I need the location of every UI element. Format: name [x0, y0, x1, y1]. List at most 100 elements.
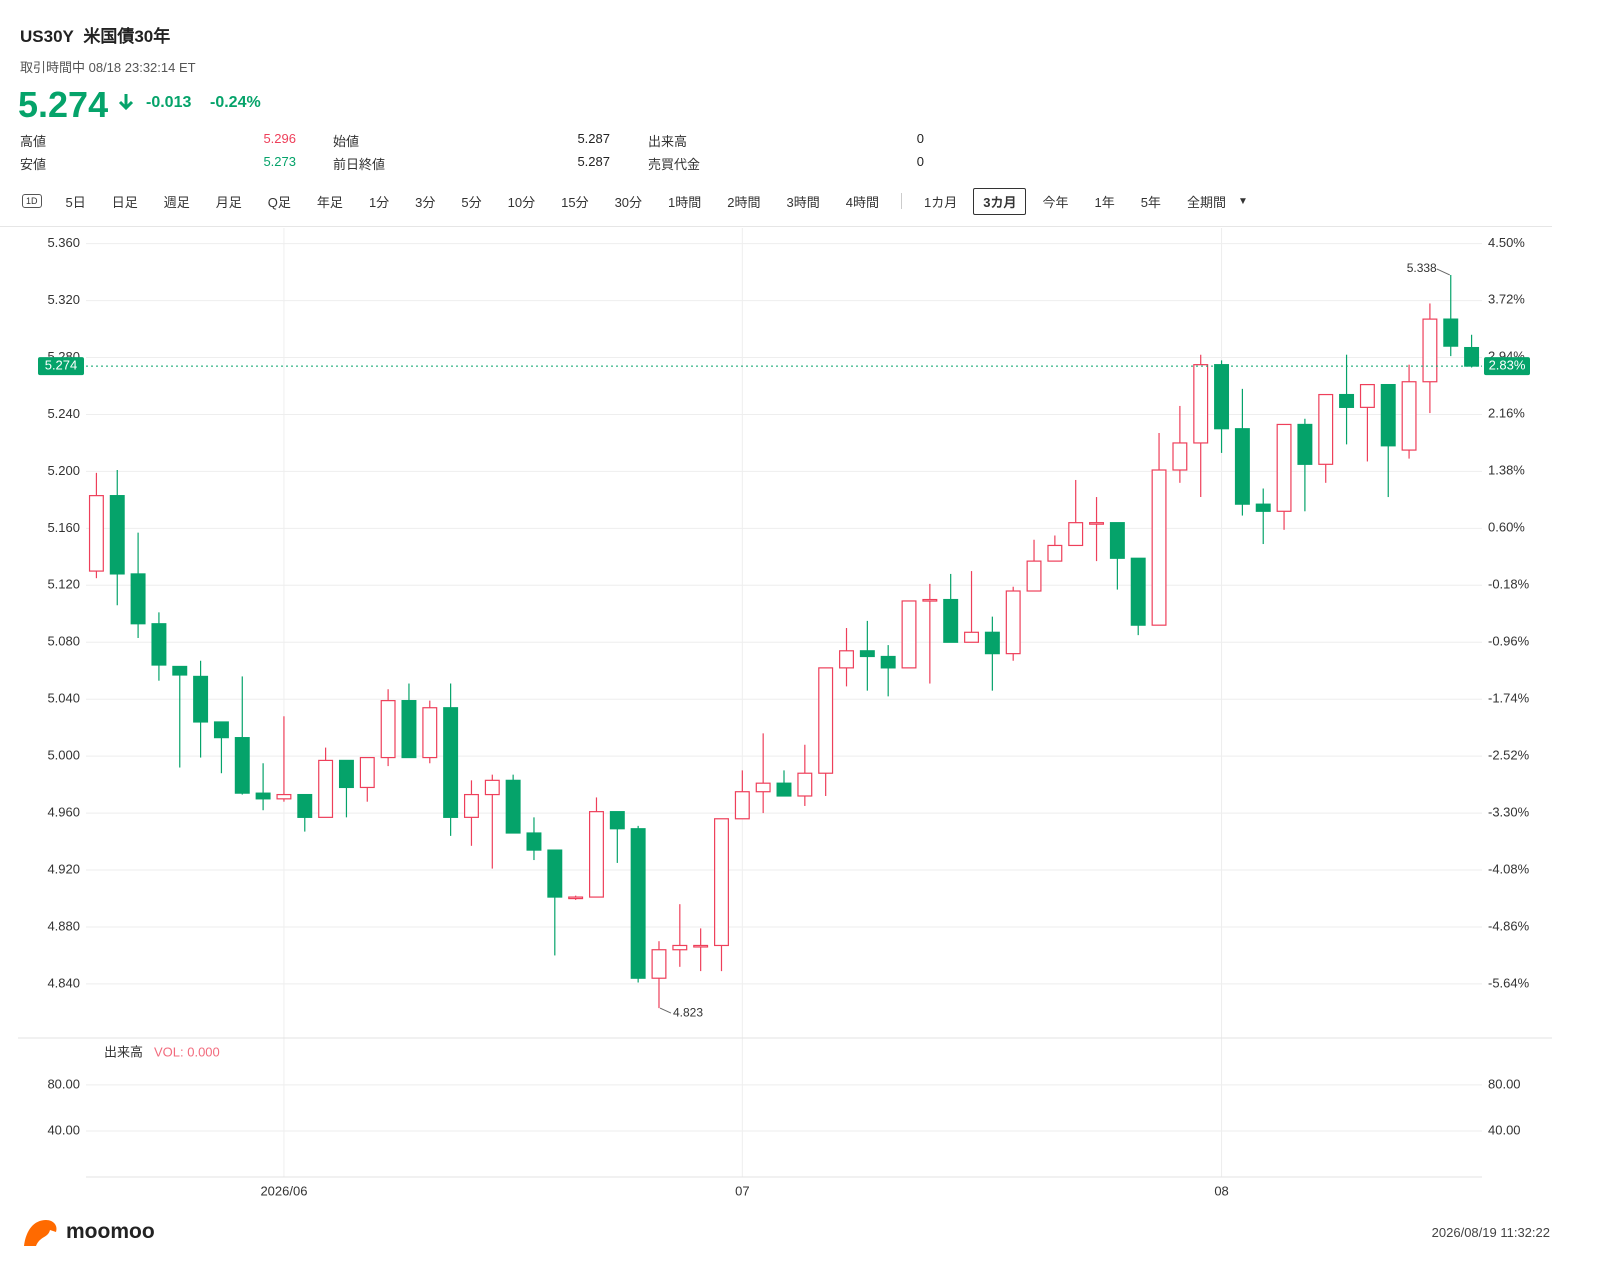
interval-tab[interactable]: 4時間	[845, 194, 879, 210]
high-marker	[1436, 268, 1450, 276]
brand-logo	[24, 1220, 57, 1246]
interval-tab[interactable]: 1分	[368, 194, 390, 210]
stat-value: 0	[916, 131, 924, 146]
candle-body-down	[505, 779, 521, 834]
brand-name: moomoo	[66, 1220, 155, 1243]
interval-tab[interactable]: 3分	[415, 194, 436, 210]
range-tab[interactable]: 5年	[1140, 194, 1161, 210]
candle-body-down	[401, 700, 417, 759]
trading-status: 取引時間中 08/18 23:32:14 ET	[20, 60, 196, 75]
interval-tab[interactable]: 15分	[561, 194, 589, 210]
interval-tab[interactable]: 5日	[65, 194, 86, 210]
candle-body-down	[338, 759, 354, 789]
volume-legend: VOL: 0.000	[154, 1044, 220, 1059]
candle-body-up	[463, 793, 479, 818]
interval-tab[interactable]: 月足	[215, 194, 242, 210]
candle-body-up	[1359, 383, 1375, 408]
candle-body-down	[193, 675, 209, 723]
y2-tick-label: -3.30%	[1488, 804, 1530, 819]
candle-body-up	[1005, 590, 1021, 655]
candle-body-up	[672, 944, 688, 951]
candle-body-down	[984, 631, 1000, 655]
chart: 2026/06 07 085.3605.3205.2805.2405.2005.16…	[18, 228, 1552, 1198]
candle-body-down	[297, 793, 313, 818]
interval-tab[interactable]: 10分	[507, 194, 536, 210]
range-tab[interactable]: 3カ月	[973, 187, 1027, 215]
candle-body-down	[109, 495, 125, 575]
candle-body-up	[797, 772, 813, 797]
candle-body-up	[88, 495, 104, 572]
candle-body-down	[443, 707, 459, 818]
candle-body-down	[880, 655, 896, 669]
price-change-pct: -0.24%	[210, 94, 261, 111]
candle-body-down	[630, 828, 646, 979]
candle-body-up	[1089, 522, 1105, 525]
candle-body-up	[589, 811, 604, 898]
dropdown-caret: ▼	[1237, 195, 1248, 207]
interval-icon[interactable]: 1D	[22, 194, 42, 208]
candle-body-up	[922, 598, 938, 602]
symbol-title: US30Y 米国債30年	[20, 22, 170, 47]
stat-value: 5.296	[263, 131, 296, 146]
candle-body-up	[1151, 469, 1167, 626]
candle-body-up	[359, 756, 375, 789]
candle-body-down	[234, 737, 250, 794]
candle-body-up	[1276, 423, 1292, 512]
last-price-pct-tag	[1484, 357, 1530, 376]
volume-title: 出来高	[104, 1044, 143, 1059]
range-tab[interactable]: 1カ月	[923, 194, 958, 210]
candle-body-up	[901, 600, 917, 669]
y-tick-label: 4.880	[47, 918, 80, 933]
interval-tab[interactable]: 5分	[461, 194, 482, 210]
interval-tab[interactable]: 1時間	[668, 194, 702, 210]
last-price-pct-label: 2.83%	[1489, 358, 1526, 373]
stat-label: 売買代金	[648, 157, 701, 172]
candle-body-up	[276, 793, 292, 800]
candle-body-down	[547, 849, 563, 898]
candle-body-down	[859, 650, 875, 658]
range-tab[interactable]: 今年	[1042, 194, 1069, 210]
candle-body-up	[693, 944, 709, 948]
candle-body-down	[776, 782, 792, 797]
down-arrow-icon	[118, 94, 134, 111]
candle-body-up	[839, 650, 854, 669]
candle-body-up	[568, 896, 584, 900]
candle-body-down	[943, 598, 959, 643]
interval-tab[interactable]: Q足	[267, 194, 291, 210]
y2-tick-label: -0.18%	[1488, 577, 1530, 592]
candle-body-up	[755, 782, 771, 793]
candle-body-down	[255, 792, 271, 800]
toolbar: 1D 5日 日足 週足 月足 Q足 年足 1分 3分 5分 10分 15分 30分 1時間 2時間 3時間 4時…	[20, 187, 1248, 215]
candle-body-down	[1297, 423, 1313, 465]
candle-body-down	[1339, 393, 1355, 408]
interval-tab[interactable]: 30分	[614, 194, 643, 210]
y2-tick-label: 1.38%	[1488, 463, 1525, 478]
separator	[900, 193, 902, 209]
candle-body-down	[1234, 428, 1250, 505]
interval-tab[interactable]: 3時間	[786, 194, 820, 210]
candle-body-up	[818, 667, 834, 774]
interval-tab[interactable]: 週足	[163, 194, 190, 210]
price-change: -0.013	[146, 94, 192, 111]
y2-tick-label: -2.52%	[1488, 748, 1530, 763]
candle-body-up	[484, 779, 500, 796]
y-tick-label: 5.000	[47, 748, 80, 763]
y-tick-label: 5.040	[47, 691, 80, 706]
candle-body-down	[151, 623, 167, 666]
candle-body-up	[1401, 381, 1417, 451]
interval-tab[interactable]: 日足	[111, 194, 138, 210]
interval-tab[interactable]: 2時間	[727, 194, 761, 210]
y-tick-label: 40.00	[47, 1122, 80, 1137]
instrument-name: 米国債30年	[83, 27, 171, 46]
y-tick-label: 5.080	[47, 634, 80, 649]
range-tab[interactable]: 1年	[1094, 194, 1115, 210]
y-tick-label: 80.00	[47, 1076, 80, 1091]
last-price-label: 5.274	[45, 358, 78, 373]
y-tick-label: 5.200	[47, 463, 80, 478]
timestamp: 2026/08/19 11:32:22	[1431, 1225, 1550, 1240]
x-tick-label: 08	[1214, 1183, 1228, 1198]
interval-tab[interactable]: 年足	[316, 194, 343, 210]
stat-value: 5.273	[263, 154, 296, 169]
range-tab[interactable]: 全期間	[1186, 194, 1226, 210]
